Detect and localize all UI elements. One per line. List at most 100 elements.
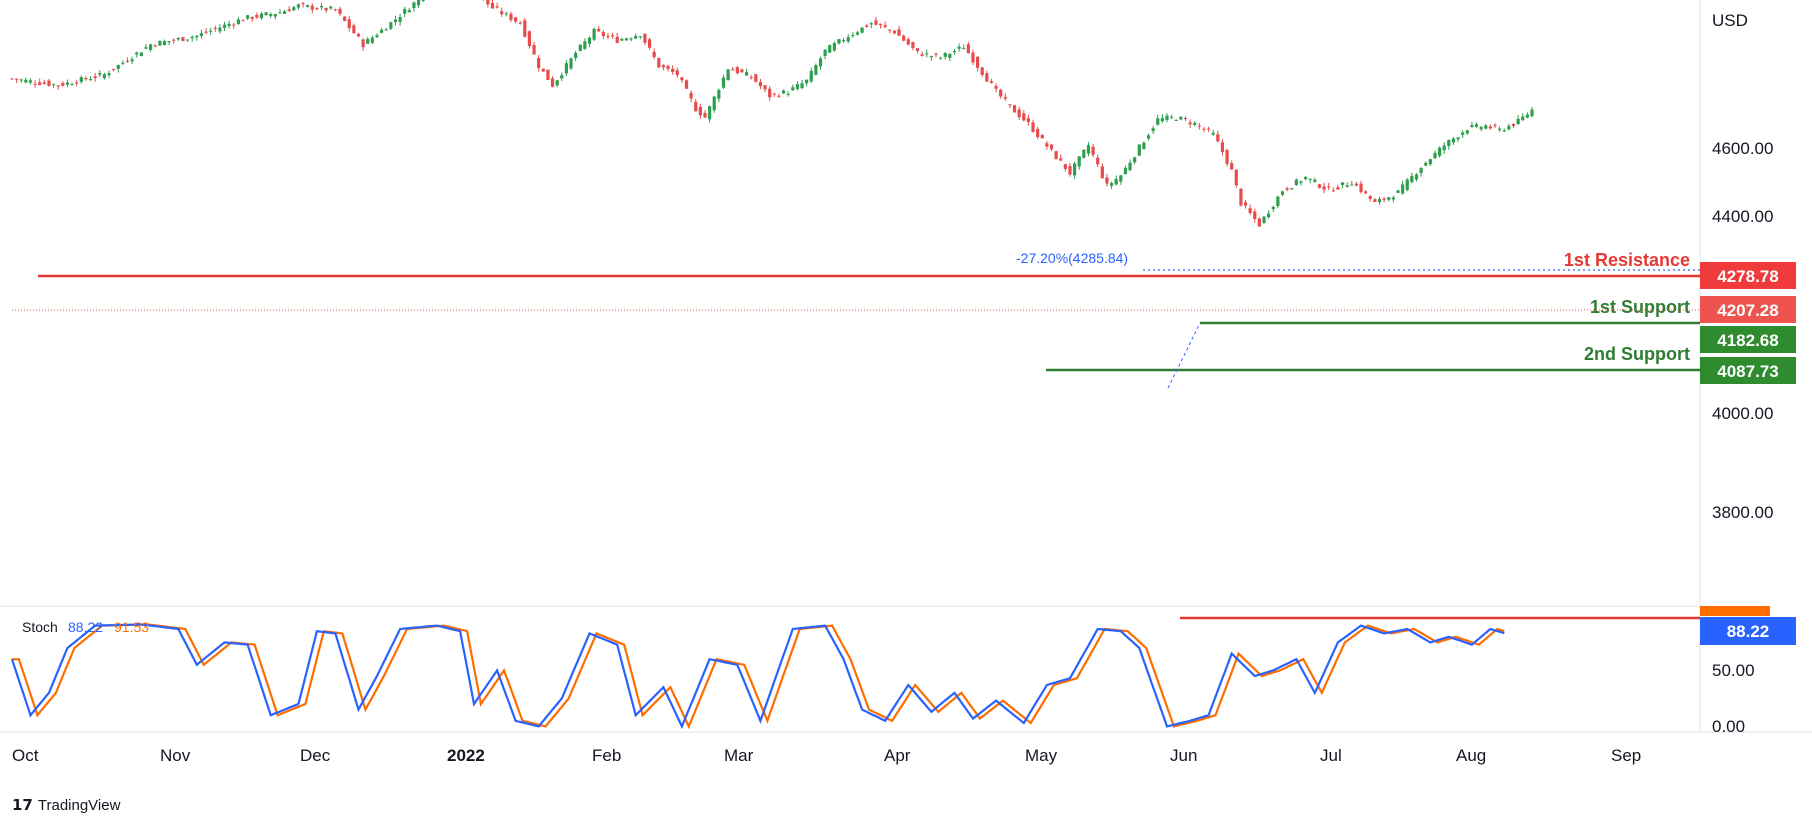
candle-body	[837, 39, 841, 44]
candle-body	[130, 59, 134, 62]
candle-body	[1003, 97, 1007, 99]
candle-body	[966, 44, 970, 54]
candle-body	[1317, 184, 1322, 188]
candle-body	[333, 9, 337, 11]
candle-body	[1285, 188, 1289, 190]
currency-label: USD	[1712, 11, 1748, 30]
level-label: 2nd Support	[1584, 344, 1690, 364]
time-tick-label: May	[1025, 746, 1058, 765]
badge-bg	[1700, 296, 1796, 323]
candle-body	[1368, 195, 1372, 199]
candle-body	[1521, 116, 1525, 121]
candle-body	[135, 52, 139, 55]
candle-body	[1239, 188, 1243, 206]
candle-body	[1202, 128, 1206, 130]
candle-body	[546, 69, 550, 81]
candle-body	[1456, 137, 1460, 140]
candle-body	[1530, 109, 1534, 117]
candle-body	[1525, 114, 1529, 118]
candle-body	[218, 27, 222, 32]
candle-body	[952, 51, 957, 53]
candle-body	[823, 49, 827, 56]
candle-body	[684, 80, 689, 89]
candle-body	[116, 64, 120, 69]
candle-body	[1151, 128, 1155, 132]
candle-body	[846, 37, 850, 42]
candle-body	[1105, 177, 1109, 184]
candle-body	[957, 46, 961, 49]
candle-body	[818, 58, 823, 67]
candle-body	[98, 72, 102, 75]
candle-body	[1234, 169, 1238, 186]
price-tick-label: 4000.00	[1712, 404, 1773, 423]
candle-body	[777, 95, 781, 97]
candle-body	[421, 0, 425, 1]
time-tick-label: Jul	[1320, 746, 1342, 765]
candle-body	[232, 24, 236, 26]
candle-body	[1364, 191, 1368, 194]
badge-text: 4278.78	[1717, 267, 1778, 286]
candle-body	[1382, 198, 1386, 200]
candle-body	[301, 3, 305, 5]
tradingview-logo[interactable]: 17 TradingView	[12, 796, 120, 814]
candle-body	[564, 63, 568, 74]
candle-body	[79, 77, 83, 82]
candle-body	[403, 9, 407, 14]
candle-body	[278, 12, 282, 14]
candle-body	[310, 5, 314, 10]
candle-body	[606, 36, 610, 38]
stoch-d-badge	[1700, 606, 1770, 616]
candle-body	[805, 79, 809, 84]
candle-body	[994, 85, 998, 89]
candle-body	[943, 52, 947, 57]
stochastic-pane	[10, 616, 1700, 730]
candle-body	[795, 84, 799, 89]
candle-body	[495, 6, 499, 8]
candle-body	[948, 53, 952, 58]
candle-body	[1502, 130, 1506, 132]
candle-body	[1322, 186, 1326, 190]
support2-price-badge: 4087.73	[1700, 357, 1796, 384]
candle-body	[1068, 166, 1072, 175]
candle-body	[892, 30, 897, 34]
candle-body	[393, 19, 398, 23]
candle-body	[1470, 125, 1474, 127]
candle-body	[624, 38, 629, 41]
candle-body	[1100, 166, 1104, 179]
level-label: 1st Support	[1590, 297, 1690, 317]
candle-body	[513, 17, 518, 22]
candle-body	[366, 38, 370, 44]
candle-body	[1377, 199, 1382, 203]
candle-body	[241, 20, 245, 22]
candle-body	[1114, 178, 1118, 185]
candle-body	[1193, 122, 1197, 125]
tradingview-logo-text: TradingView	[37, 796, 121, 814]
candle-body	[689, 92, 693, 99]
candle-body	[754, 74, 758, 82]
candle-body	[149, 44, 153, 50]
candle-body	[1211, 132, 1215, 135]
candle-body	[38, 82, 42, 85]
candle-body	[975, 56, 980, 68]
stoch-k-line	[10, 623, 1505, 730]
candle-body	[587, 37, 592, 44]
candle-body	[874, 20, 878, 25]
time-tick-label: Sep	[1611, 746, 1641, 765]
candle-body	[1091, 146, 1095, 155]
candle-body	[597, 28, 601, 32]
candle-body	[666, 65, 670, 69]
candle-body	[1437, 147, 1442, 156]
candle-body	[282, 11, 287, 14]
candle-body	[726, 69, 730, 81]
candle-body	[1479, 127, 1483, 130]
stoch-tick-label: 0.00	[1712, 717, 1745, 736]
candle-body	[1253, 211, 1257, 219]
resistance-price-badge: 4278.78	[1700, 262, 1796, 289]
candle-body	[888, 29, 892, 31]
candle-body	[1008, 104, 1012, 106]
time-tick-label: Aug	[1456, 746, 1486, 765]
time-tick-label: Feb	[592, 746, 621, 765]
candle-body	[800, 83, 804, 89]
time-tick-label: 2022	[447, 746, 485, 765]
